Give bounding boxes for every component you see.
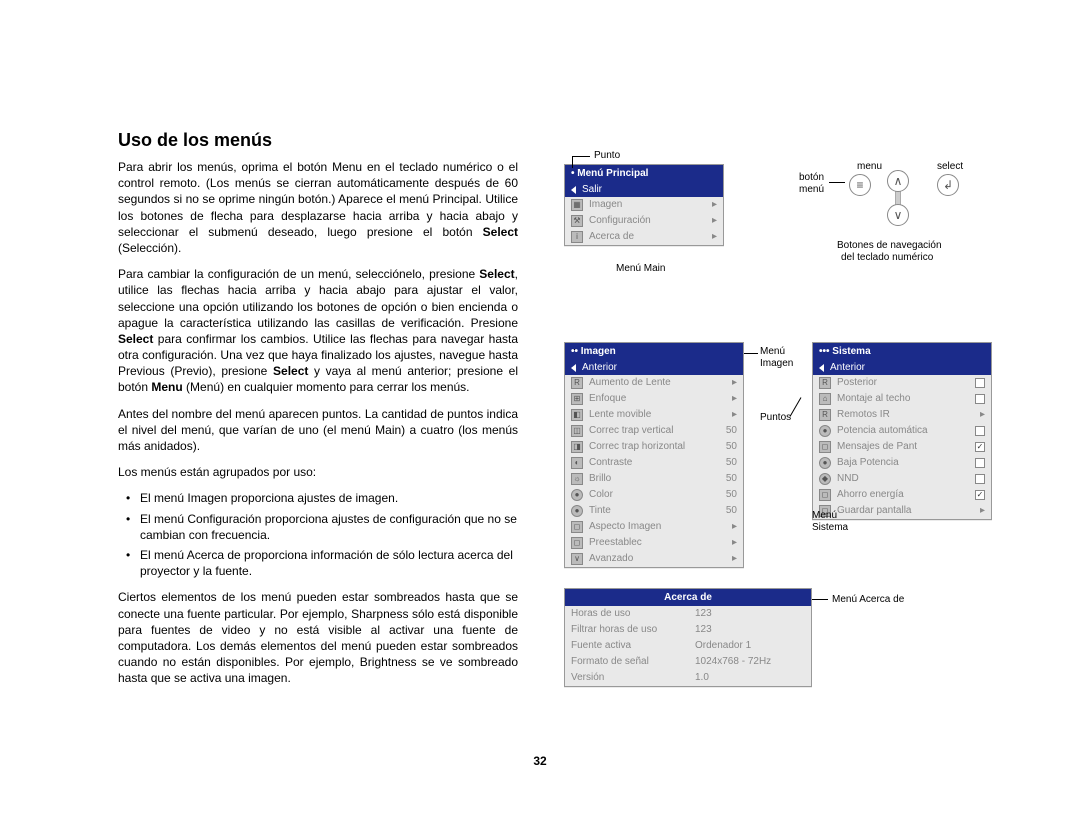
info-row: Horas de uso123 xyxy=(565,606,811,622)
callout-label: Menú xyxy=(760,346,785,357)
menu-item-selected: Salir xyxy=(565,182,723,197)
menu-item: ◻Guardar pantalla xyxy=(813,503,991,519)
menu-item: ●Tinte50 xyxy=(565,503,743,519)
info-row: Filtrar horas de uso123 xyxy=(565,622,811,638)
list-item: El menú Acerca de proporciona informació… xyxy=(118,547,518,579)
paragraph: Para abrir los menús, oprima el botón Me… xyxy=(118,159,518,256)
menu-item: ☼Brillo50 xyxy=(565,471,743,487)
menu-item: ◻Ahorro energía✓ xyxy=(813,487,991,503)
menu-item: ⊞Enfoque xyxy=(565,391,743,407)
callout-label: botón xyxy=(799,172,824,183)
menu-item: ◫Correc trap vertical50 xyxy=(565,423,743,439)
menu-item-selected: Anterior xyxy=(565,360,743,375)
nav-up-button[interactable]: ∧ xyxy=(887,170,909,192)
callout-line xyxy=(572,156,573,168)
callout-label: Imagen xyxy=(760,358,793,369)
nav-diagram: botón menú menu select ≡ ↲ ∧ ∨ Botones d… xyxy=(829,164,994,269)
nav-down-button[interactable]: ∨ xyxy=(887,204,909,226)
menu-item: RRemotos IR xyxy=(813,407,991,423)
callout-line xyxy=(572,156,590,157)
page-title: Uso de los menús xyxy=(118,130,518,151)
menu-item: ◻Preestablec xyxy=(565,535,743,551)
menu-header: •• Imagen xyxy=(565,343,743,360)
menu-item: ●Baja Potencia xyxy=(813,455,991,471)
callout-label: Menú Acerca de xyxy=(832,594,904,605)
imagen-menu-window: •• Imagen Anterior RAumento de Lente⊞Enf… xyxy=(564,342,744,568)
menu-header: • Menú Principal xyxy=(565,165,723,182)
page-number: 32 xyxy=(0,754,1080,768)
callout-label: select xyxy=(937,161,963,172)
menu-item: ◨Correc trap horizontal50 xyxy=(565,439,743,455)
info-row: Versión1.0 xyxy=(565,670,811,686)
menu-button[interactable]: ≡ xyxy=(849,174,871,196)
menu-item: ◧Lente movible xyxy=(565,407,743,423)
menu-item: ◻Aspecto Imagen xyxy=(565,519,743,535)
menu-header: Acerca de xyxy=(565,589,811,606)
callout-label: Punto xyxy=(594,150,620,161)
menu-item-selected: Anterior xyxy=(813,360,991,375)
menu-header: ••• Sistema xyxy=(813,343,991,360)
list-item: El menú Configuración proporciona ajuste… xyxy=(118,511,518,543)
acerca-menu-window: Acerca de Horas de uso123Filtrar horas d… xyxy=(564,588,812,687)
callout-label: Menú xyxy=(812,510,837,521)
callout-label: Botones de navegación xyxy=(837,240,942,251)
paragraph: Para cambiar la configuración de un menú… xyxy=(118,266,518,396)
menu-item: ●Potencia automática xyxy=(813,423,991,439)
menu-item: ∨Avanzado xyxy=(565,551,743,567)
menu-item: ●Color50 xyxy=(565,487,743,503)
info-row: Formato de señal1024x768 - 72Hz xyxy=(565,654,811,670)
menu-item: ⚒Configuración xyxy=(565,213,723,229)
paragraph: Antes del nombre del menú aparecen punto… xyxy=(118,406,518,455)
list-item: El menú Imagen proporciona ajustes de im… xyxy=(118,490,518,506)
menu-item: iAcerca de xyxy=(565,229,723,245)
sistema-menu-window: ••• Sistema Anterior RPosterior⌂Montaje … xyxy=(812,342,992,520)
callout-label: del teclado numérico xyxy=(841,252,933,263)
callout-label: Puntos xyxy=(760,412,791,423)
menu-item: ◐Contraste50 xyxy=(565,455,743,471)
callout-label: menú xyxy=(799,184,824,195)
callout-label: Menú Main xyxy=(616,263,665,274)
paragraph: Los menús están agrupados por uso: xyxy=(118,464,518,480)
select-button[interactable]: ↲ xyxy=(937,174,959,196)
menu-item: RPosterior xyxy=(813,375,991,391)
paragraph: Ciertos elementos de los menú pueden est… xyxy=(118,589,518,686)
info-row: Fuente activaOrdenador 1 xyxy=(565,638,811,654)
menu-item: ▦Imagen xyxy=(565,197,723,213)
callout-label: menu xyxy=(857,161,882,172)
menu-item: ◻Mensajes de Pant✓ xyxy=(813,439,991,455)
menu-item: ⌂Montaje al techo xyxy=(813,391,991,407)
callout-label: Sistema xyxy=(812,522,848,533)
main-menu-window: • Menú Principal Salir ▦Imagen ⚒Configur… xyxy=(564,164,724,246)
menu-item: ◆NND xyxy=(813,471,991,487)
menu-item: RAumento de Lente xyxy=(565,375,743,391)
